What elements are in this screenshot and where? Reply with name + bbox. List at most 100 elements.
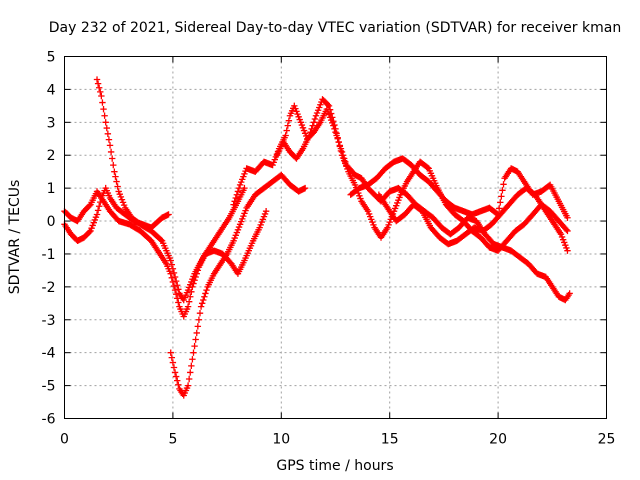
data-point [192, 336, 199, 343]
y-tick-label: -2 [42, 280, 56, 296]
y-tick-label: 0 [47, 214, 56, 230]
data-point [175, 381, 182, 388]
x-tick-label: 10 [272, 432, 290, 448]
data-point [307, 128, 314, 136]
data-point [191, 277, 198, 284]
y-tick-label: 3 [47, 115, 56, 131]
tick-labels: 0 5 10 15 20 25 -6 -5 -4 -3 -2 -1 0 1 2 3 4 5 [42, 50, 616, 448]
data-point [499, 187, 506, 194]
data-point [203, 286, 210, 294]
data-point [185, 298, 193, 305]
data-point [332, 125, 339, 133]
data-point [188, 362, 195, 370]
data-point [198, 300, 206, 307]
data-point [424, 164, 431, 171]
data-point [326, 106, 334, 113]
data-point [171, 369, 179, 376]
data-point [168, 274, 176, 282]
x-axis-title: GPS time / hours [276, 458, 393, 474]
data-point [202, 290, 209, 297]
series-track-4 [167, 171, 309, 399]
series-track-3 [61, 184, 172, 244]
x-tick-label: 25 [598, 432, 616, 448]
data-point [190, 349, 197, 356]
data-point [497, 199, 504, 206]
y-tick-label: 1 [47, 181, 56, 197]
data-point [234, 188, 242, 195]
data-point [187, 293, 194, 300]
data-point [189, 283, 196, 291]
y-tick-label: 5 [47, 50, 56, 66]
y-tick-label: -3 [42, 313, 56, 329]
data-point [195, 316, 203, 323]
data-point [329, 114, 336, 121]
data-point [231, 198, 238, 205]
y-tick-label: 2 [47, 148, 56, 164]
series-track-6 [273, 96, 571, 254]
data-point [104, 130, 112, 138]
data-point [102, 119, 109, 126]
data-point [174, 295, 181, 302]
data-point [500, 181, 507, 188]
data-point [285, 117, 293, 124]
grid [64, 56, 607, 419]
data-point [193, 329, 200, 337]
data-point [333, 130, 340, 137]
y-axis-title: SDTVAR / TECUs [7, 180, 23, 295]
data-point [105, 136, 113, 143]
data-point [108, 155, 116, 162]
data-point [194, 323, 202, 330]
data-point [495, 205, 503, 212]
data-point [169, 278, 177, 286]
data-point [284, 122, 292, 129]
data-point [192, 273, 199, 281]
data-point [201, 293, 208, 300]
series-track-8 [375, 184, 571, 254]
data-point [327, 110, 335, 117]
y-tick-label: -6 [42, 412, 56, 428]
data-point [337, 147, 345, 155]
data-point [262, 207, 270, 215]
data-point [301, 184, 309, 192]
data-point [325, 102, 333, 110]
data-point [232, 194, 239, 202]
data-point [94, 207, 102, 214]
data-points [61, 76, 573, 399]
data-point [172, 277, 180, 285]
data-point [235, 184, 243, 192]
x-tick-label: 0 [60, 432, 69, 448]
data-point [107, 148, 115, 156]
data-point [196, 309, 204, 317]
data-point [335, 138, 342, 146]
x-tick-label: 5 [168, 432, 177, 448]
data-point [330, 118, 337, 125]
data-point [174, 377, 181, 384]
data-point [564, 214, 571, 221]
data-point [187, 369, 194, 376]
x-tick-label: 15 [381, 432, 399, 448]
data-point [99, 99, 106, 106]
data-point [174, 282, 181, 289]
data-point [310, 119, 318, 126]
data-point [167, 349, 174, 356]
data-point [111, 168, 118, 175]
data-point [169, 359, 177, 366]
y-tick-label: -1 [42, 247, 56, 263]
data-point [97, 198, 104, 206]
data-point [171, 286, 179, 294]
data-point [113, 178, 120, 185]
data-point [172, 291, 180, 298]
plot-frame [64, 56, 607, 419]
data-point [498, 193, 505, 200]
data-point [197, 303, 205, 310]
data-point [193, 270, 200, 277]
data-point [566, 290, 573, 297]
data-point [103, 124, 110, 132]
y-tick-label: -5 [42, 379, 56, 395]
x-tick-label: 20 [489, 432, 507, 448]
data-point [100, 105, 107, 113]
data-point [170, 269, 178, 277]
data-point [170, 282, 178, 290]
data-point [167, 257, 174, 264]
